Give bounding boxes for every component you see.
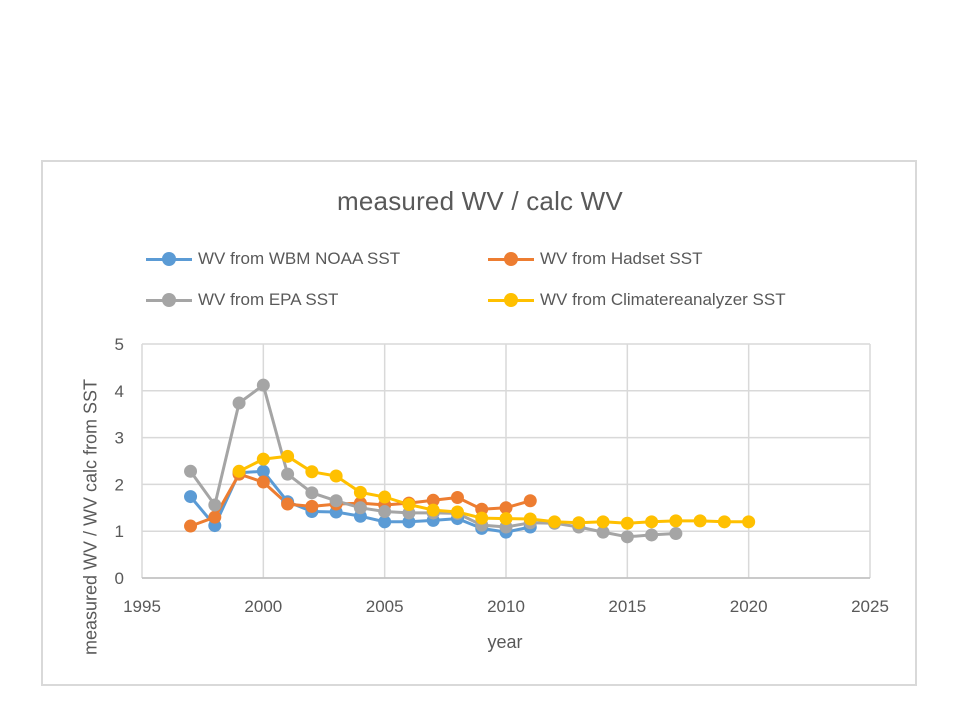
data-point-1 [281,497,295,511]
data-point-1 [208,510,222,524]
data-point-0 [184,490,198,504]
data-point-3 [426,503,440,517]
data-point-3 [475,511,489,525]
x-tick-label: 2000 [244,597,282,616]
data-point-0 [402,515,416,529]
series-line-3 [238,454,749,525]
data-point-3 [450,505,464,519]
data-point-2 [281,467,295,481]
legend-item-epa: WV from EPA SST [146,289,338,311]
data-point-2 [645,528,659,542]
y-tick-label: 2 [115,475,124,494]
data-point-3 [572,516,586,530]
data-point-3 [305,465,319,479]
data-point-1 [184,519,198,533]
chart-title: measured WV / calc WV [337,186,623,216]
legend-item-climatereanalyzer: WV from Climatereanalyzer SST [488,289,786,311]
y-tick-label: 1 [115,522,124,541]
x-tick-label: 2020 [730,597,768,616]
legend-label: WV from Hadset SST [540,249,703,268]
legend-marker-icon [146,289,192,311]
data-point-2 [378,505,392,519]
data-point-0 [256,464,270,478]
x-tick-label: 1995 [123,597,161,616]
data-point-0 [378,515,392,529]
legend-marker-icon [488,248,534,270]
x-tick-label: 2005 [366,597,404,616]
data-point-3 [281,449,295,463]
data-point-3 [256,452,270,466]
legend-marker-icon [488,289,534,311]
legend-label: WV from WBM NOAA SST [198,249,401,268]
x-tick-label: 2015 [608,597,646,616]
data-point-1 [450,491,464,505]
y-tick-label: 0 [115,569,124,588]
data-point-3 [548,515,562,529]
data-point-3 [402,498,416,512]
data-point-2 [232,396,246,410]
data-point-1 [256,475,270,489]
data-point-2 [184,464,198,478]
data-point-3 [645,515,659,529]
data-point-3 [378,490,392,504]
y-tick-label: 3 [115,429,124,448]
data-point-3 [596,515,610,529]
data-point-2 [256,378,270,392]
data-point-2 [596,525,610,539]
data-point-3 [693,514,707,528]
x-tick-label: 2025 [851,597,889,616]
data-point-3 [669,514,683,528]
data-point-3 [620,516,634,530]
y-tick-label: 4 [115,382,124,401]
data-point-3 [232,464,246,478]
data-point-2 [208,498,222,512]
data-point-1 [305,499,319,513]
data-point-3 [499,512,513,526]
y-axis-title: measured WV / WV calc from SST [80,378,101,656]
data-point-2 [305,486,319,500]
data-point-1 [475,502,489,516]
legend-item-hadset: WV from Hadset SST [488,248,702,270]
data-point-3 [742,515,756,529]
data-point-3 [717,515,731,529]
legend-label: WV from Climatereanalyzer SST [540,290,786,309]
data-point-2 [669,527,683,541]
chart-area [41,160,917,686]
legend-marker-icon [146,248,192,270]
data-point-1 [499,501,513,515]
data-point-1 [523,494,537,508]
data-point-2 [329,494,343,508]
data-point-3 [329,469,343,483]
y-tick-label: 5 [115,335,124,354]
data-point-2 [620,530,634,544]
legend-item-wbm-noaa: WV from WBM NOAA SST [146,248,400,270]
x-tick-label: 2010 [487,597,525,616]
data-point-1 [426,493,440,507]
legend-label: WV from EPA SST [198,290,339,309]
data-point-2 [353,501,367,515]
data-point-3 [523,512,537,526]
x-axis-title: year [487,632,523,652]
data-point-3 [353,485,367,499]
